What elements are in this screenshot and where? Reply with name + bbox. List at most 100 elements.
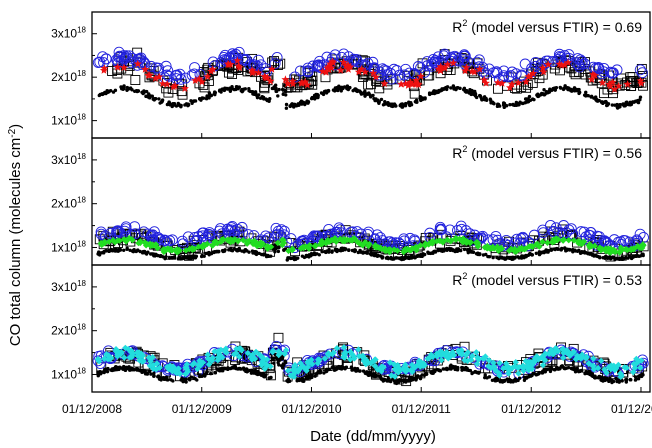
data-point bbox=[437, 237, 444, 244]
data-point bbox=[205, 361, 213, 368]
data-point bbox=[222, 345, 230, 352]
data-point bbox=[509, 378, 514, 383]
data-point bbox=[615, 361, 622, 369]
data-point bbox=[564, 58, 572, 67]
data-point bbox=[117, 349, 125, 356]
data-point bbox=[436, 66, 445, 75]
data-point bbox=[400, 63, 412, 75]
data-point bbox=[371, 362, 379, 370]
data-point bbox=[552, 368, 557, 372]
data-point bbox=[368, 93, 372, 97]
data-point bbox=[491, 255, 495, 260]
data-point bbox=[423, 372, 428, 376]
data-point bbox=[113, 51, 125, 63]
data-point bbox=[214, 356, 222, 364]
y-tick-exponent: 18 bbox=[77, 26, 86, 35]
data-point bbox=[276, 246, 281, 250]
data-point bbox=[429, 240, 436, 247]
data-point bbox=[477, 370, 481, 375]
data-point bbox=[321, 355, 329, 362]
data-point bbox=[533, 241, 540, 248]
data-point bbox=[379, 254, 383, 258]
data-point bbox=[470, 67, 479, 76]
series-diamond bbox=[94, 344, 645, 381]
data-point bbox=[217, 89, 222, 93]
r2-symbol: R bbox=[452, 272, 462, 288]
data-point bbox=[580, 250, 584, 255]
data-point bbox=[190, 254, 195, 258]
data-point bbox=[436, 224, 447, 235]
data-point bbox=[498, 79, 507, 87]
x-tick-label: 01/12/2008 bbox=[62, 402, 122, 416]
data-point bbox=[467, 356, 475, 364]
data-point bbox=[605, 245, 612, 252]
data-point bbox=[597, 357, 605, 365]
data-point bbox=[221, 366, 226, 370]
data-point bbox=[144, 89, 149, 94]
data-point bbox=[198, 77, 206, 86]
data-point bbox=[416, 72, 425, 80]
data-point bbox=[529, 60, 541, 72]
data-point bbox=[346, 87, 351, 92]
data-point bbox=[379, 375, 383, 380]
y-axis-title-sup: -2 bbox=[7, 128, 18, 137]
data-point bbox=[599, 88, 610, 99]
y-tick-mantissa: 1x10 bbox=[51, 367, 77, 381]
data-point bbox=[423, 96, 427, 100]
x-tick-label: 01/12/2012 bbox=[501, 402, 561, 416]
data-point bbox=[590, 71, 599, 79]
data-point bbox=[273, 60, 283, 70]
data-point bbox=[519, 255, 523, 259]
data-point bbox=[498, 70, 510, 82]
data-point bbox=[421, 242, 429, 249]
data-point bbox=[169, 378, 173, 382]
data-point bbox=[473, 92, 477, 96]
data-point bbox=[608, 78, 617, 86]
data-point bbox=[494, 243, 501, 251]
data-point bbox=[278, 236, 286, 244]
data-point bbox=[228, 51, 240, 63]
data-point bbox=[153, 244, 161, 251]
data-point bbox=[611, 379, 616, 384]
data-point bbox=[498, 245, 506, 252]
data-point bbox=[449, 58, 458, 67]
data-point bbox=[427, 92, 432, 96]
data-point bbox=[461, 357, 468, 364]
data-point bbox=[318, 240, 325, 247]
data-point bbox=[386, 100, 390, 105]
r2-superscript: 2 bbox=[462, 18, 467, 28]
data-point bbox=[292, 82, 303, 93]
data-point bbox=[540, 355, 547, 363]
data-point bbox=[430, 91, 435, 95]
data-point bbox=[615, 102, 619, 107]
data-point bbox=[200, 374, 204, 378]
data-point bbox=[454, 87, 458, 92]
data-point bbox=[637, 375, 641, 379]
data-point bbox=[321, 91, 325, 96]
data-point bbox=[212, 238, 220, 246]
r2-annotation: R2 (model versus FTIR) = 0.53 bbox=[452, 271, 642, 288]
data-point bbox=[163, 80, 172, 88]
data-point bbox=[636, 76, 645, 85]
data-point bbox=[257, 239, 264, 246]
data-point bbox=[284, 93, 288, 97]
data-point bbox=[256, 351, 263, 358]
data-point bbox=[125, 88, 129, 93]
data-point bbox=[165, 102, 170, 107]
y-tick-exponent: 18 bbox=[77, 69, 86, 78]
data-point bbox=[250, 249, 255, 253]
data-point bbox=[585, 226, 597, 238]
data-point bbox=[394, 247, 401, 254]
data-point bbox=[192, 99, 196, 103]
data-point bbox=[634, 242, 642, 250]
data-point bbox=[397, 80, 406, 88]
data-point bbox=[407, 102, 412, 107]
data-point bbox=[344, 60, 352, 69]
data-point bbox=[220, 87, 225, 91]
data-point bbox=[587, 369, 592, 373]
data-point bbox=[634, 64, 646, 76]
data-point bbox=[129, 228, 141, 240]
data-point bbox=[253, 368, 258, 373]
data-point bbox=[577, 240, 584, 247]
data-point bbox=[458, 86, 462, 91]
